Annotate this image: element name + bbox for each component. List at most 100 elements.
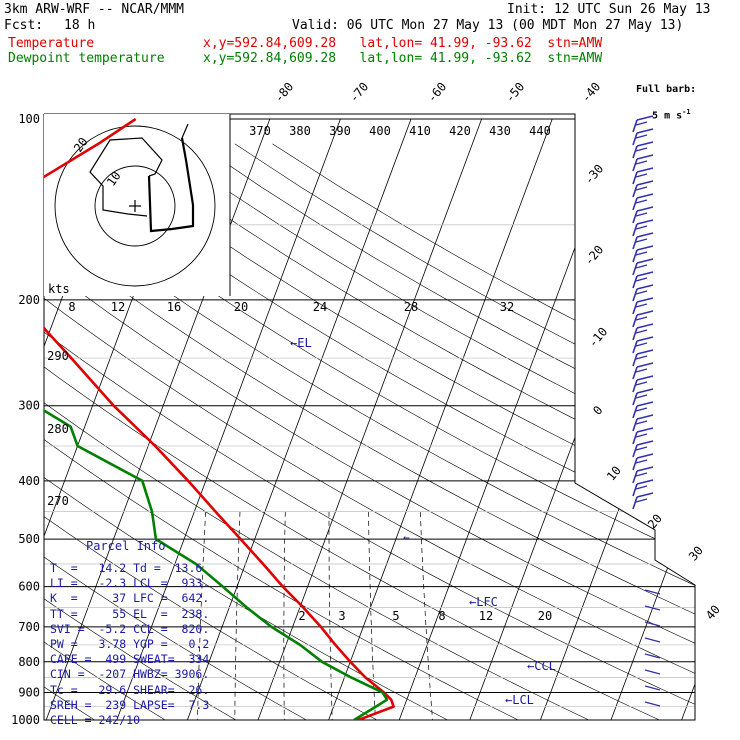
wind-barb-flag	[635, 121, 648, 126]
wind-barb-flag	[635, 446, 648, 451]
wind-barb-flag	[636, 206, 654, 212]
hodograph-ring-20	[54, 125, 216, 287]
theta-e-tick: 440	[529, 124, 551, 138]
hodograph-speed-tick: 32	[500, 300, 514, 314]
wind-barb-flag	[636, 115, 654, 121]
dry-adiabat-line	[44, 143, 695, 720]
level-marker-ccl: ←CCL	[527, 659, 556, 673]
level-marker-lcl: ←LCL	[505, 693, 534, 707]
freezing-level-marker: ←	[403, 531, 410, 544]
parcel-info-row: T = 14.2 Td = 13.6	[50, 561, 203, 575]
wind-barb-flag	[635, 290, 648, 295]
theta-e-tick: 430	[489, 124, 511, 138]
parcel-info-row: TT = 55 EL = 238.	[50, 606, 210, 621]
dry-adiabat-line	[44, 143, 695, 720]
wind-barb	[632, 145, 638, 159]
theta-tick: 280	[47, 422, 69, 436]
wind-barb-flag	[636, 375, 654, 381]
wind-barb	[632, 262, 638, 276]
parcel-info-row: CAPE = 499 SWEAT= 334	[50, 652, 210, 667]
temperature-tick: -10	[586, 325, 611, 351]
wind-barb	[632, 379, 638, 393]
wind-barb	[632, 236, 638, 250]
dry-adiabat-line	[44, 143, 330, 720]
mixing-ratio-tick: 12	[479, 609, 493, 623]
wind-barb-flag	[635, 277, 648, 282]
parcel-info-row: CIN = -207 HWBZ= 3906.	[50, 667, 210, 682]
dry-adiabat-line	[44, 143, 695, 720]
theta-e-tick: 370	[249, 124, 271, 138]
wind-barb-flag	[635, 472, 648, 477]
isotherm-line	[398, 118, 624, 720]
theta-e-tick: 400	[369, 124, 391, 138]
dry-adiabat-line	[159, 143, 695, 720]
hodograph-trace-top	[181, 123, 189, 139]
temperature-tick: -40	[579, 80, 604, 106]
wind-barb-flag	[635, 212, 648, 217]
pressure-label-1000: 1000	[11, 713, 40, 727]
wind-barb	[632, 340, 638, 354]
temperature-tick: -50	[503, 80, 528, 106]
theta-e-tick: 390	[329, 124, 351, 138]
theta-e-tick: 420	[449, 124, 471, 138]
wind-barb-flag	[636, 492, 654, 498]
dry-adiabat-line	[44, 143, 695, 720]
hodograph-speed-tick: 28	[404, 300, 418, 314]
theta-e-tick: 380	[289, 124, 311, 138]
mixing-ratio-tick: 3	[338, 609, 345, 623]
temperature-tick: -30	[582, 162, 607, 188]
dry-adiabat-line	[44, 143, 545, 720]
dewpoint-profile	[44, 118, 389, 720]
dry-adiabat-line	[44, 143, 616, 720]
dewpoint-legend: Dewpoint temperature	[8, 51, 165, 66]
mixing-ratio-tick: 20	[538, 609, 552, 623]
model-title: 3km ARW-WRF -- NCAR/MMM	[4, 2, 185, 17]
dry-adiabat-line	[44, 143, 473, 720]
isotherm-line	[257, 118, 483, 720]
wind-barb-flag	[635, 394, 648, 399]
wind-barb	[632, 353, 638, 367]
temperature-tick: 30	[686, 543, 706, 563]
wind-barb-flag	[635, 485, 648, 490]
wind-barb	[644, 669, 661, 675]
temperature-tick: -20	[582, 243, 607, 269]
wind-barb	[632, 119, 638, 133]
wind-barb	[632, 288, 638, 302]
wind-barb	[644, 621, 661, 627]
wind-barb-flag	[635, 420, 648, 425]
parcel-info-row: Tc = 29.6 SHEAR= 26.	[50, 682, 210, 697]
wind-barb	[632, 470, 638, 484]
level-marker-el: ←EL	[290, 336, 312, 350]
wind-barb-flag	[635, 342, 648, 347]
hodograph-ring-label: 10	[104, 169, 124, 189]
wind-barb-flag	[636, 232, 654, 238]
wind-barb	[632, 457, 638, 471]
wind-barb	[632, 132, 638, 146]
pressure-label-400: 400	[18, 474, 40, 488]
isotherm-line	[187, 118, 412, 720]
wind-barb	[632, 418, 638, 432]
wind-barb	[632, 405, 638, 419]
hodograph-inner-trace	[89, 137, 163, 217]
init-time: Init: 12 UTC Sun 26 May 13	[507, 2, 711, 17]
wind-barb-flag	[636, 297, 654, 303]
hodograph-speed-tick: 8	[68, 300, 75, 314]
wind-barb-flag	[636, 349, 654, 355]
wind-barb-flag	[635, 459, 648, 464]
wind-barb-flag	[636, 271, 654, 277]
dry-adiabat-line	[44, 143, 115, 720]
parcel-info-row: CELL = 242/10	[50, 713, 141, 727]
wind-barb	[632, 483, 638, 497]
hodograph-units: kts	[48, 282, 70, 296]
wind-barb	[632, 366, 638, 380]
wind-barb	[632, 496, 638, 510]
hodograph-speed-tick: 20	[234, 300, 248, 314]
wind-barb	[632, 223, 638, 237]
dry-adiabat-line	[44, 143, 187, 720]
wind-barb-flag	[635, 264, 648, 269]
plot-frame	[43, 113, 696, 721]
valid-time: Valid: 06 UTC Mon 27 May 13 (00 MDT Mon …	[292, 18, 684, 33]
theta-e-tick: 410	[409, 124, 431, 138]
parcel-info-row: PW = 3.78 YGP = 0.2	[50, 637, 210, 651]
wind-barb-flag	[635, 199, 648, 204]
